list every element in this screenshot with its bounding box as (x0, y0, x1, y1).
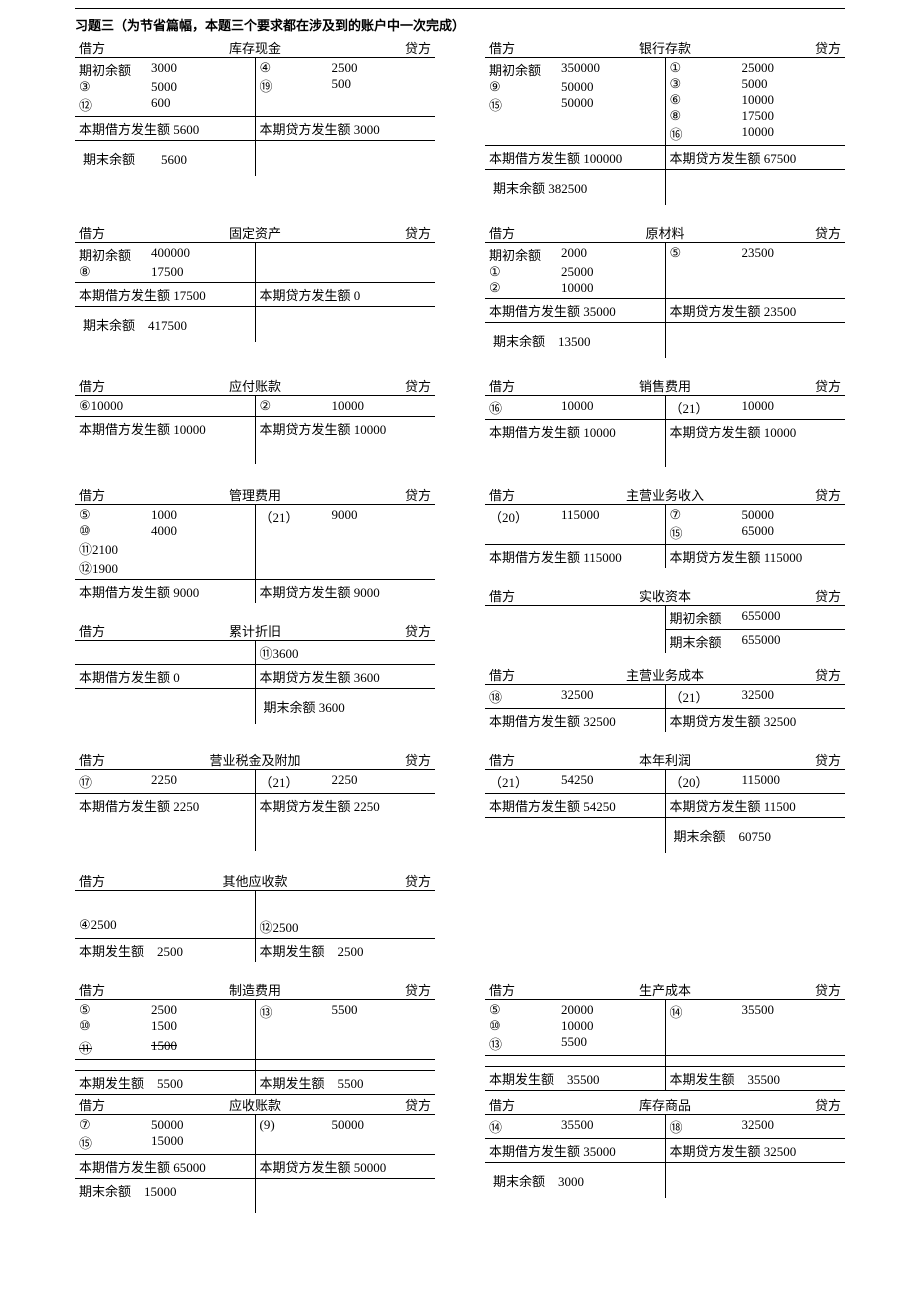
account-admin: 借方管理费用贷方 ⑤1000 ⑩4000 ⑪2100 ⑫1900 （21）900… (75, 485, 435, 603)
account-ar: 借方应收账款贷方 ⑦50000 ⑮15000 (9)50000 本期借方发生额 … (75, 1095, 435, 1213)
account-profit: 借方本年利润贷方 （21）54250 （20）115000 本期借方发生额 54… (485, 750, 845, 853)
account-raw: 借方原材料贷方 期初余额2000 ①25000 ②10000 ⑤23500 本期… (485, 223, 845, 358)
page-title: 习题三（为节省篇幅，本题三个要求都在涉及到的账户中一次完成） (75, 15, 845, 34)
account-ap: 借方应付账款贷方 ⑥10000 ②10000 本期借方发生额 10000本期贷方… (75, 376, 435, 464)
account-cash: 借方库存现金贷方 期初余额3000 ③5000 ⑫600 ④2500 ⑲500 … (75, 38, 435, 176)
account-rev: 借方主营业务收入贷方 （20）115000 ⑦50000 ⑮65000 本期借方… (485, 485, 845, 568)
account-other: 借方其他应收款贷方 ④2500 ⑫2500 本期发生额 2500本期发生额 25… (75, 871, 435, 962)
account-tax: 借方营业税金及附加贷方 ⑰2250 （21）2250 本期借方发生额 2250本… (75, 750, 435, 851)
account-dep: 借方累计折旧贷方 ⑪3600 本期借方发生额 0本期贷方发生额 3600 期末余… (75, 621, 435, 724)
account-mfg: 借方制造费用贷方 ⑤2500 ⑩1500 ⑬5500 ⑪1500 本期发生额 5… (75, 980, 435, 1095)
account-capital: 借方实收资本贷方 期初余额655000 期末余额655000 (485, 586, 845, 653)
account-fixed: 借方固定资产贷方 期初余额400000 ⑧17500 本期借方发生额 17500… (75, 223, 435, 342)
account-inv: 借方库存商品贷方 ⑭35500 ⑱32500 本期借方发生额 35000本期贷方… (485, 1095, 845, 1198)
account-sell: 借方销售费用贷方 ⑯10000 （21）10000 本期借方发生额 10000本… (485, 376, 845, 467)
account-cogs: 借方主营业务成本贷方 ⑱32500 （21）32500 本期借方发生额 3250… (485, 665, 845, 732)
account-prod: 借方生产成本贷方 ⑤20000 ⑩10000 ⑬5500 ⑭35500 本期发生… (485, 980, 845, 1091)
account-bank: 借方银行存款贷方 期初余额350000 ⑨50000 ⑮50000 ①25000… (485, 38, 845, 205)
